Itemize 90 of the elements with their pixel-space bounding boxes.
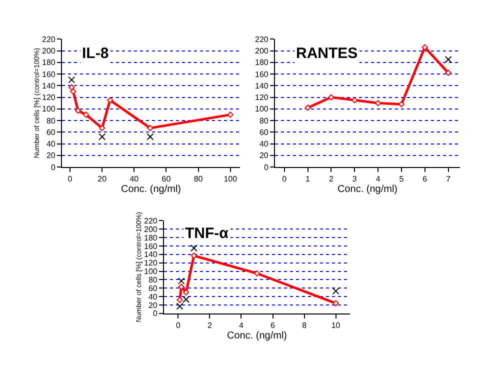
y-tick-label: 100 — [255, 104, 269, 114]
y-tick-label: 100 — [42, 104, 56, 114]
y-tick-label: 60 — [46, 128, 56, 137]
chart-title: RANTES — [296, 45, 358, 62]
point — [304, 104, 311, 111]
point — [176, 302, 184, 310]
y-tick-label: 100 — [144, 267, 158, 276]
point — [98, 124, 106, 132]
y-tick-label: 60 — [148, 284, 158, 293]
point — [98, 133, 106, 140]
point — [190, 252, 198, 259]
point — [70, 88, 76, 95]
point — [332, 288, 340, 295]
x-tick-label: 1 — [306, 174, 311, 184]
point — [146, 133, 154, 140]
y-tick-label: 180 — [42, 58, 56, 68]
y-tick-label: 200 — [42, 46, 56, 56]
x-tick-label: 7 — [446, 174, 452, 184]
point — [68, 84, 75, 90]
point — [422, 44, 428, 50]
x-tick-label: 6 — [270, 321, 276, 330]
point — [74, 108, 82, 114]
y-tick-label: 200 — [255, 46, 269, 56]
y-tick-label: 40 — [259, 140, 269, 149]
y-tick-label: 220 — [144, 216, 158, 226]
point — [445, 70, 452, 76]
point — [147, 124, 154, 132]
x-tick-label: 80 — [194, 174, 204, 184]
y-tick-label: 0 — [152, 309, 158, 318]
y-tick-label: 20 — [259, 151, 269, 160]
x-tick-label: 0 — [282, 174, 288, 184]
y-tick-label: 0 — [50, 162, 56, 172]
x-tick-label: 2 — [207, 321, 212, 330]
y-tick-label: 160 — [42, 70, 56, 79]
x-tick-label: 4 — [239, 321, 244, 330]
y-tick-label: 180 — [144, 233, 158, 242]
y-tick-label: 40 — [46, 140, 56, 149]
y-tick-label: 220 — [255, 34, 269, 44]
x-tick-label: 40 — [130, 174, 140, 184]
y-tick-label: 20 — [148, 300, 158, 310]
y-tick-label: 0 — [264, 162, 269, 172]
point — [190, 244, 198, 252]
x-tick-label: 100 — [224, 174, 238, 184]
y-tick-label: 20 — [46, 151, 56, 160]
chart-title: TNF-α — [185, 225, 230, 242]
y-tick-label: 180 — [255, 58, 269, 68]
y-tick-label: 160 — [144, 242, 158, 251]
y-tick-label: 160 — [255, 70, 269, 79]
x-tick-label: 10 — [331, 321, 341, 330]
x-tick-label: 6 — [422, 174, 428, 184]
point — [227, 112, 234, 118]
x-tick-label: 5 — [399, 174, 404, 184]
point — [107, 97, 114, 104]
y-tick-label: 200 — [144, 224, 158, 234]
y-tick-label: 120 — [255, 93, 269, 102]
y-tick-label: 120 — [144, 258, 158, 268]
y-tick-label: 80 — [259, 116, 269, 126]
y-tick-label: 140 — [144, 250, 158, 260]
point — [182, 296, 190, 304]
point — [374, 100, 382, 106]
y-tick-label: 80 — [46, 116, 56, 126]
x-axis-title: Conc. (ng/ml) — [337, 184, 398, 196]
y-tick-label: 60 — [259, 128, 269, 137]
x-axis-title: Conc. (ng/ml) — [120, 184, 182, 196]
x-tick-label: 20 — [98, 174, 108, 184]
y-tick-label: 140 — [42, 81, 56, 90]
y-tick-label: 120 — [42, 93, 56, 102]
x-axis-title: Conc. (ng/ml) — [226, 330, 288, 342]
point — [254, 270, 260, 276]
x-tick-label: 2 — [328, 174, 334, 184]
x-tick-label: 8 — [302, 321, 308, 330]
point — [352, 97, 358, 104]
x-tick-label: 60 — [162, 174, 172, 184]
x-tick-label: 0 — [176, 321, 181, 330]
y-tick-label: 40 — [148, 292, 158, 302]
x-tick-label: 4 — [376, 174, 381, 184]
y-tick-label: 140 — [255, 81, 269, 90]
point — [332, 300, 339, 306]
point — [328, 94, 334, 100]
point — [82, 112, 90, 118]
point — [68, 76, 76, 84]
y-tick-label: 80 — [148, 275, 158, 284]
point — [176, 296, 183, 304]
x-tick-label: 0 — [68, 174, 73, 184]
point — [444, 56, 452, 63]
y-tick-label: 220 — [42, 34, 56, 44]
point — [398, 101, 405, 108]
x-tick-label: 3 — [352, 174, 358, 184]
point — [178, 277, 185, 284]
chart-title: IL-8 — [82, 45, 109, 62]
